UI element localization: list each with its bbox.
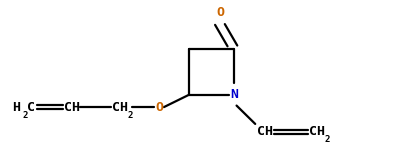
Text: CH: CH [64,101,81,114]
Text: O: O [156,101,164,114]
Text: 2: 2 [325,136,330,144]
Text: O: O [216,6,224,19]
Text: CH: CH [112,101,128,114]
Text: H: H [12,101,20,114]
Text: CH: CH [309,125,325,138]
Text: CH: CH [257,125,273,138]
Text: 2: 2 [22,111,28,120]
Text: C: C [27,101,34,114]
Text: N: N [230,88,239,101]
Text: 2: 2 [128,111,133,120]
